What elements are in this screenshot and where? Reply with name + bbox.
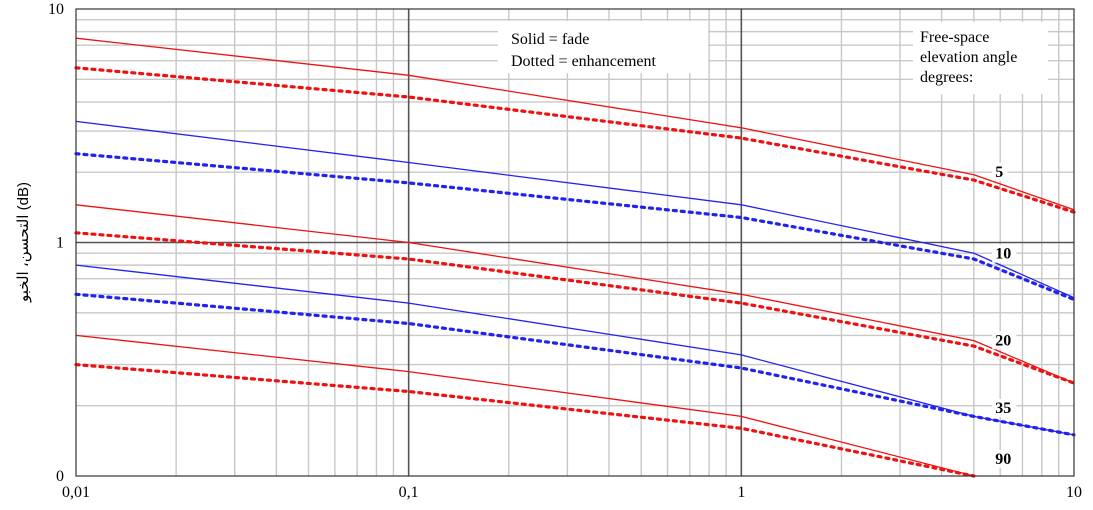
annotation-background — [498, 21, 708, 73]
legend-title-line-2: elevation angle — [920, 49, 1017, 66]
curve-label-background — [992, 449, 1017, 468]
annotation-line-1: Solid = fade — [511, 31, 589, 48]
curve-label-35: 35 — [995, 400, 1011, 417]
series-5-fade — [75, 37, 1075, 211]
x-tick-label: 0,01 — [62, 484, 90, 501]
curve-label-background — [992, 244, 1017, 263]
curve-label-background — [992, 162, 1008, 181]
curve-label-10: 10 — [995, 246, 1011, 263]
y-axis-label-group: (dB) التحسن، الخبو — [15, 182, 32, 303]
curve-label-20: 20 — [995, 332, 1011, 349]
curve-labels: 5 10 20 35 90 — [992, 162, 1017, 468]
x-tick-label: 10 — [1066, 484, 1082, 501]
legend-title-background — [913, 22, 1048, 94]
legend-title-line-1: Free-space — [920, 29, 989, 46]
series-90-enhancement — [74, 363, 976, 478]
curve-label-background — [992, 331, 1017, 350]
legend-title-box: Free-space elevation angle degrees: — [913, 22, 1048, 94]
y-axis-label: (dB) التحسن، الخبو — [15, 182, 32, 303]
curve-label-90: 90 — [995, 451, 1011, 468]
x-tick-label: 0,1 — [399, 484, 419, 501]
y-tick-label: 10 — [48, 1, 64, 18]
legend-title-line-3: degrees: — [920, 69, 973, 86]
series-35-enhancement — [74, 292, 1076, 437]
curves — [74, 37, 1076, 478]
annotation-box: Solid = fade Dotted = enhancement — [498, 21, 708, 73]
curve-label-5: 5 — [995, 164, 1003, 181]
annotation-line-2: Dotted = enhancement — [511, 53, 657, 70]
x-ticks: 0,01 0,1 1 10 — [62, 484, 1082, 501]
x-tick-label: 1 — [737, 484, 745, 501]
series-5-enhancement — [74, 66, 1076, 214]
y-tick-label: 1 — [56, 235, 64, 252]
y-ticks: 0 1 10 — [48, 1, 64, 485]
series-90-fade — [75, 334, 975, 477]
series-35-fade — [75, 264, 1075, 436]
y-tick-label: 0 — [56, 468, 64, 485]
plot-border — [75, 8, 1075, 477]
series-20-enhancement — [74, 231, 1076, 385]
series-10-fade — [75, 120, 1075, 299]
series-20-fade — [75, 204, 1075, 384]
series-10-enhancement — [74, 152, 1076, 302]
curve-label-background — [992, 398, 1017, 417]
